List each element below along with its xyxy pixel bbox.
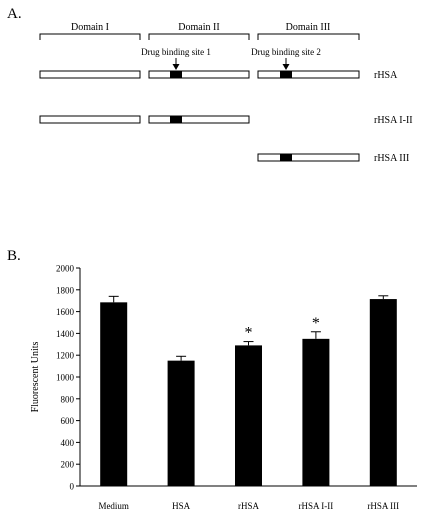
bar — [302, 338, 330, 486]
domain-box-II — [148, 115, 250, 124]
y-tick-label: 400 — [61, 438, 75, 448]
construct-rhsa-iii: rHSA III — [257, 153, 409, 164]
x-axis: Medium HSA rHSA rHSA I-II rHSA III — [80, 485, 417, 511]
x-tick-label: rHSA I-II — [299, 501, 334, 511]
significance-marker: * — [312, 315, 320, 332]
binding-site-1-label: Drug binding site 1 — [141, 47, 211, 57]
domain-box-I — [39, 115, 141, 124]
binding-site-block — [170, 71, 182, 78]
y-tick-label: 800 — [61, 394, 75, 404]
binding-site-block — [170, 116, 182, 123]
domain-label-2: Domain II — [178, 22, 219, 33]
panel-b-label: B. — [7, 248, 21, 264]
bars: ** — [100, 295, 397, 486]
y-axis: 0 200 400 600 800 1000 1200 1400 1600 1800 2000 — [56, 264, 81, 492]
construct-label-rhsa-i-ii: rHSA I-II — [374, 115, 413, 126]
bar — [235, 345, 262, 486]
y-tick-label: 1400 — [56, 329, 75, 339]
domain-bracket-3: Domain III — [257, 22, 360, 40]
x-tick-label: Medium — [98, 501, 129, 511]
domain-diagram: Domain I Domain II Domain III Drug bindi… — [39, 22, 413, 164]
construct-label-rhsa-iii: rHSA III — [374, 153, 409, 164]
domain-box-III — [257, 70, 360, 79]
y-tick-label: 1000 — [56, 373, 75, 383]
x-tick-label: rHSA III — [367, 501, 399, 511]
domain-box-I — [39, 70, 141, 79]
binding-site-1-arrowhead — [172, 64, 180, 70]
bar — [100, 302, 128, 486]
construct-rhsa-i-ii: rHSA I-II — [39, 115, 413, 126]
binding-site-2-arrowhead — [282, 64, 290, 70]
binding-site-2-label: Drug binding site 2 — [251, 47, 321, 57]
significance-marker: * — [245, 325, 253, 342]
y-tick-label: 1800 — [56, 285, 75, 295]
bar — [167, 360, 195, 486]
domain-label-1: Domain I — [71, 22, 109, 33]
bar-chart: Fluorescent Units 0 200 400 600 800 1000 1200 1… — [30, 264, 417, 511]
panel-a-label: A. — [7, 6, 22, 22]
domain-bracket-2: Domain II — [148, 22, 250, 40]
domain-bracket-1: Domain I — [39, 22, 141, 40]
construct-label-rhsa: rHSA — [374, 70, 398, 81]
y-axis-label: Fluorescent Units — [30, 341, 41, 412]
domain-box-II — [148, 70, 250, 79]
construct-rhsa: rHSA — [39, 70, 398, 81]
y-tick-label: 600 — [61, 416, 75, 426]
binding-site-block — [280, 154, 292, 161]
binding-site-block — [280, 71, 292, 78]
y-tick-label: 200 — [61, 460, 75, 470]
x-tick-label: HSA — [172, 501, 191, 511]
y-tick-label: 2000 — [56, 264, 75, 274]
y-tick-label: 1200 — [56, 351, 75, 361]
bar — [369, 299, 397, 486]
domain-label-3: Domain III — [286, 22, 331, 33]
y-tick-label: 1600 — [56, 307, 75, 317]
x-tick-label: rHSA — [238, 501, 260, 511]
domain-box-III — [257, 153, 360, 162]
y-tick-label: 0 — [70, 482, 75, 492]
